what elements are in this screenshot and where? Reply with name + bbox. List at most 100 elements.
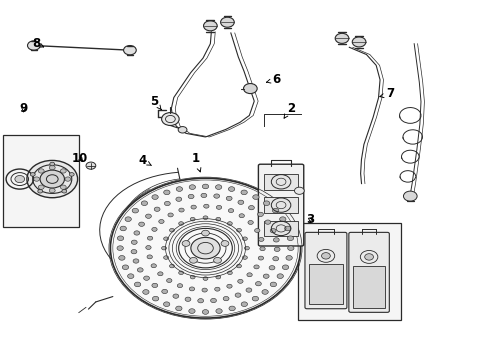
Circle shape — [202, 184, 208, 189]
Circle shape — [161, 113, 179, 126]
Circle shape — [203, 21, 217, 31]
Circle shape — [203, 277, 207, 280]
Circle shape — [227, 222, 232, 225]
Circle shape — [351, 37, 365, 47]
Circle shape — [38, 169, 44, 173]
Circle shape — [139, 222, 144, 226]
Circle shape — [127, 274, 134, 279]
Circle shape — [30, 173, 35, 176]
Circle shape — [179, 208, 184, 212]
Circle shape — [258, 238, 264, 242]
Circle shape — [177, 284, 183, 288]
Circle shape — [189, 287, 194, 291]
Circle shape — [246, 273, 252, 277]
Circle shape — [228, 187, 234, 192]
Text: 6: 6 — [266, 73, 280, 86]
Circle shape — [264, 220, 270, 224]
Circle shape — [120, 226, 126, 231]
Bar — [264, 221, 297, 236]
Circle shape — [294, 187, 304, 194]
Circle shape — [169, 264, 174, 268]
Circle shape — [244, 246, 249, 250]
Circle shape — [134, 231, 140, 235]
Circle shape — [201, 193, 206, 198]
Circle shape — [274, 247, 280, 252]
Circle shape — [226, 284, 232, 288]
Circle shape — [203, 216, 207, 220]
Circle shape — [334, 33, 348, 43]
Circle shape — [15, 175, 24, 183]
Circle shape — [190, 205, 196, 209]
Circle shape — [215, 309, 222, 314]
Circle shape — [215, 217, 220, 221]
Circle shape — [173, 294, 179, 298]
Circle shape — [133, 259, 139, 263]
Circle shape — [189, 185, 195, 189]
Circle shape — [27, 41, 40, 50]
Circle shape — [321, 253, 330, 259]
Circle shape — [188, 309, 195, 314]
Circle shape — [151, 264, 156, 268]
Circle shape — [214, 287, 220, 291]
Circle shape — [143, 276, 149, 280]
Circle shape — [163, 190, 170, 195]
Text: 7: 7 — [379, 87, 394, 100]
Circle shape — [122, 265, 128, 270]
FancyBboxPatch shape — [348, 232, 388, 312]
Circle shape — [273, 238, 279, 242]
Circle shape — [252, 195, 259, 199]
Circle shape — [159, 220, 164, 224]
Circle shape — [270, 282, 276, 287]
Circle shape — [178, 222, 183, 225]
Circle shape — [162, 289, 167, 294]
Bar — [3, 135, 79, 226]
Circle shape — [38, 189, 42, 193]
Circle shape — [190, 217, 195, 221]
Circle shape — [161, 246, 166, 250]
Circle shape — [239, 214, 244, 218]
Circle shape — [60, 185, 66, 189]
FancyBboxPatch shape — [305, 232, 346, 309]
Circle shape — [27, 161, 78, 198]
Circle shape — [270, 229, 276, 233]
Circle shape — [215, 185, 222, 189]
Circle shape — [242, 256, 247, 259]
Circle shape — [86, 162, 96, 169]
Text: 2: 2 — [284, 102, 294, 118]
Circle shape — [182, 240, 189, 246]
Circle shape — [141, 201, 147, 206]
Circle shape — [49, 188, 55, 193]
Circle shape — [152, 195, 158, 199]
Circle shape — [166, 279, 172, 283]
Circle shape — [213, 257, 221, 263]
Circle shape — [117, 236, 123, 240]
Circle shape — [364, 254, 373, 260]
Circle shape — [154, 207, 160, 211]
Circle shape — [38, 185, 44, 189]
Bar — [309, 264, 342, 305]
Text: 1: 1 — [191, 152, 201, 172]
Circle shape — [263, 274, 268, 278]
Circle shape — [228, 306, 235, 311]
Circle shape — [286, 236, 293, 240]
Circle shape — [285, 256, 292, 260]
Bar — [352, 266, 384, 308]
Circle shape — [178, 127, 186, 133]
Circle shape — [241, 302, 247, 306]
Circle shape — [157, 272, 163, 276]
Circle shape — [272, 208, 278, 213]
Circle shape — [142, 290, 149, 294]
Text: 3: 3 — [305, 213, 314, 226]
Circle shape — [201, 230, 209, 236]
Circle shape — [258, 256, 263, 260]
FancyBboxPatch shape — [258, 164, 303, 246]
Circle shape — [131, 240, 137, 244]
Circle shape — [277, 274, 283, 279]
Circle shape — [163, 237, 168, 240]
Circle shape — [223, 297, 228, 301]
Circle shape — [190, 275, 195, 279]
Circle shape — [210, 298, 216, 303]
Circle shape — [152, 296, 159, 301]
Circle shape — [221, 240, 228, 246]
Text: 8: 8 — [32, 37, 43, 50]
